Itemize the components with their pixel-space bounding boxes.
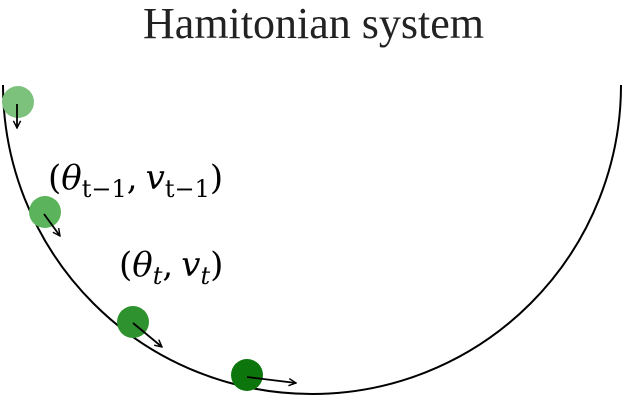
page-title: Hamitonian system	[143, 0, 484, 48]
velocity-arrow-2	[43, 213, 60, 236]
bowl-curve	[2, 84, 622, 395]
ball-1	[2, 86, 34, 118]
velocity-arrow-3	[132, 322, 162, 347]
ball-2	[29, 196, 61, 228]
velocity-arrow-4	[246, 376, 296, 383]
curr-state-label: (θt, vt)	[119, 245, 223, 290]
ball-4	[231, 359, 263, 391]
prev-state-label: (θt−1, vt−1)	[48, 158, 223, 203]
